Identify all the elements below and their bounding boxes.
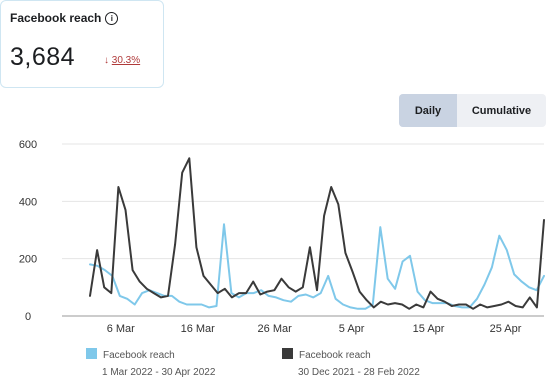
y-tick-label: 600 xyxy=(19,139,37,151)
legend-label-current: Facebook reach xyxy=(103,350,175,361)
x-tick-label: 6 Mar xyxy=(107,323,135,335)
cumulative-button[interactable]: Cumulative xyxy=(471,104,532,117)
kpi-value: 3,684 xyxy=(10,43,76,71)
kpi-change-percent: 30.3% xyxy=(111,55,141,66)
x-tick-label: 15 Apr xyxy=(413,323,445,335)
x-tick-label: 26 Mar xyxy=(258,323,293,335)
legend-item-current[interactable]: Facebook reach 1 Mar 2022 - 30 Apr 2022 xyxy=(86,348,215,378)
legend-swatch-previous xyxy=(282,348,293,359)
x-tick-label: 25 Apr xyxy=(490,323,522,335)
legend-swatch-current xyxy=(86,348,97,359)
x-tick-label: 16 Mar xyxy=(181,323,216,335)
series-line-previous xyxy=(89,157,545,310)
legend-item-previous[interactable]: Facebook reach 30 Dec 2021 - 28 Feb 2022 xyxy=(282,348,420,378)
info-icon[interactable]: i xyxy=(105,12,119,25)
kpi-title-label: Facebook reach xyxy=(10,11,102,25)
y-tick-label: 200 xyxy=(19,254,37,266)
daily-button[interactable]: Daily xyxy=(399,94,457,127)
legend-range-previous: 30 Dec 2021 - 28 Feb 2022 xyxy=(298,367,420,378)
down-arrow-icon: ↓ xyxy=(104,55,109,66)
y-tick-label: 400 xyxy=(19,196,37,208)
kpi-title: Facebook reach i xyxy=(10,11,119,25)
kpi-card: Facebook reach i 3,684 ↓ 30.3% xyxy=(0,0,164,88)
x-tick-label: 5 Apr xyxy=(339,323,365,335)
y-tick-label: 0 xyxy=(25,311,31,323)
reach-line-chart: 0 200 400 600 6 Mar 16 Mar 26 Mar 5 Apr 15 Apr 25… xyxy=(19,139,545,335)
legend-label-previous: Facebook reach xyxy=(299,350,371,361)
kpi-change: ↓ 30.3% xyxy=(104,55,140,66)
view-toggle: Daily Cumulative xyxy=(399,94,546,127)
legend-range-current: 1 Mar 2022 - 30 Apr 2022 xyxy=(102,367,216,378)
